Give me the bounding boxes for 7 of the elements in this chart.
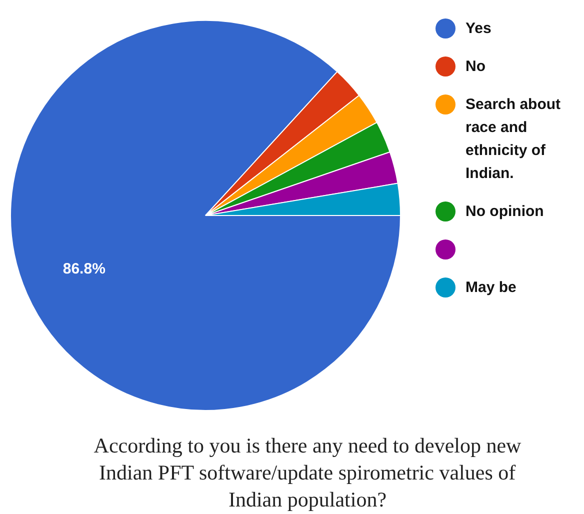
- legend-label: Search about race and ethnicity of Indian.: [466, 96, 561, 182]
- legend-label: No: [466, 58, 486, 75]
- legend-label: Yes: [466, 20, 492, 37]
- legend-label: No opinion: [466, 203, 544, 220]
- legend-label: May be: [466, 279, 516, 296]
- data-label: 86.8%: [62, 260, 106, 278]
- text: According to you is there any need to develop new Indian PFT software/update spirometric values of Indian population?: [94, 434, 522, 512]
